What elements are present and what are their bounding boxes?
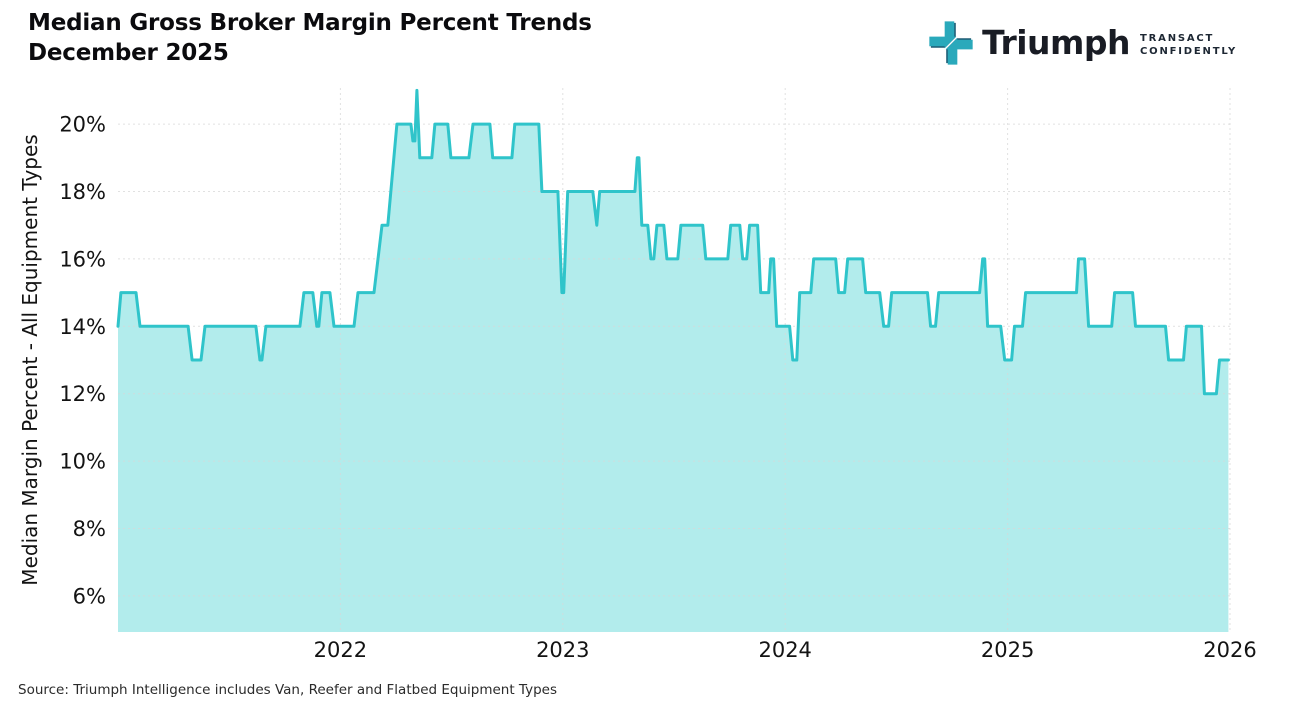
margin-trend-chart: 6% 8% 10% 12% 14% 16% 18% 20% 2022 2023 2024 2025 20… (18, 88, 1257, 662)
y-tick-label: 12% (59, 382, 106, 406)
margin-line (116, 88, 1230, 396)
margin-area-fill (118, 90, 1229, 632)
x-tick-label: 2025 (981, 638, 1034, 662)
chart-title: Median Gross Broker Margin Percent Trend… (28, 8, 592, 68)
x-tick-label: 2023 (536, 638, 589, 662)
chart-title-line1: Median Gross Broker Margin Percent Trend… (28, 10, 592, 36)
x-tick-label: 2026 (1203, 638, 1256, 662)
logo-tagline-line1: TRANSACT (1140, 33, 1215, 44)
x-tick-label: 2022 (314, 638, 367, 662)
y-tick-label: 18% (59, 180, 106, 204)
y-axis-title: Median Margin Percent - All Equipment Ty… (18, 134, 42, 585)
source-note: Source: Triumph Intelligence includes Va… (18, 682, 557, 698)
y-tick-label: 8% (73, 517, 106, 541)
y-tick-label: 20% (59, 113, 106, 137)
triumph-cross-icon (929, 21, 973, 65)
y-tick-label: 10% (59, 450, 106, 474)
x-tick-label: 2024 (758, 638, 811, 662)
y-tick-label: 14% (59, 315, 106, 339)
logo-wordmark: Triumph (982, 23, 1131, 62)
logo-tagline-line2: CONFIDENTLY (1140, 46, 1237, 57)
triumph-logo: Triumph TRANSACT CONFIDENTLY (928, 20, 1237, 66)
logo-tagline: TRANSACT CONFIDENTLY (1140, 28, 1237, 58)
chart-title-line2: December 2025 (28, 40, 229, 66)
y-tick-label: 16% (59, 247, 106, 271)
y-tick-label: 6% (73, 584, 106, 608)
